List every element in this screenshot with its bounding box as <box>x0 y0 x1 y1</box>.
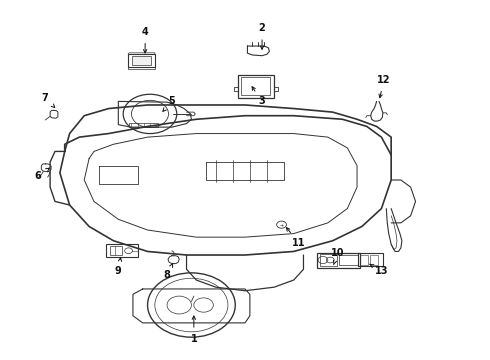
Bar <box>370 255 377 265</box>
Bar <box>128 54 155 67</box>
Text: 12: 12 <box>377 75 391 85</box>
Text: 11: 11 <box>292 238 305 248</box>
Text: 2: 2 <box>259 23 266 33</box>
Text: 10: 10 <box>331 248 344 258</box>
Bar <box>358 253 383 266</box>
Bar <box>110 247 122 255</box>
Text: 4: 4 <box>142 27 148 37</box>
Bar <box>320 254 337 266</box>
Bar <box>317 252 360 267</box>
Bar <box>129 123 158 127</box>
Bar <box>132 56 151 65</box>
Text: 8: 8 <box>164 270 171 280</box>
Text: 9: 9 <box>115 266 122 276</box>
Bar <box>238 75 274 98</box>
Text: 6: 6 <box>35 171 41 181</box>
Text: 5: 5 <box>169 96 175 107</box>
Bar <box>106 244 138 257</box>
Text: 7: 7 <box>42 93 49 103</box>
Text: 1: 1 <box>191 334 197 344</box>
Text: 3: 3 <box>259 96 266 107</box>
Bar <box>241 77 270 95</box>
Text: 13: 13 <box>375 266 388 276</box>
Bar <box>339 255 358 265</box>
Bar <box>361 255 368 265</box>
